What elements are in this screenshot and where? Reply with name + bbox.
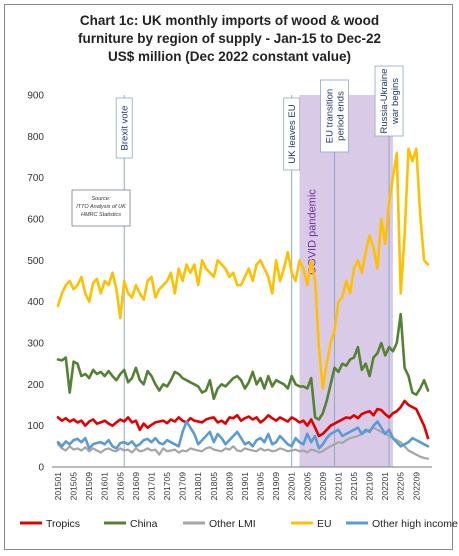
- x-tick-label-20: 202109: [365, 472, 375, 501]
- x-tick-label-19: 202105: [349, 472, 359, 501]
- x-tick-label-9: 201801: [193, 472, 203, 501]
- x-tick-label-15: 202001: [287, 472, 297, 501]
- x-tick-label-10: 201805: [209, 472, 219, 501]
- source-note-line-1: ITTO Analysis of UK: [76, 204, 126, 210]
- covid-pandemic-label: COVID pandemic: [306, 189, 318, 275]
- x-tick-label-5: 201609: [131, 472, 141, 501]
- x-tick-label-7: 201705: [162, 472, 172, 501]
- y-tick-label-4: 400: [27, 297, 44, 308]
- source-note-line-2: HMRC Statistics: [81, 212, 121, 218]
- y-tick-label-5: 500: [27, 256, 44, 267]
- series-line-1: [56, 312, 430, 421]
- legend-label-4: Other high income: [372, 518, 458, 530]
- x-tick-label-1: 201505: [69, 472, 79, 501]
- legend-label-3: EU: [317, 518, 332, 530]
- annotation-label-2-1: period ends: [336, 91, 347, 141]
- y-tick-label-8: 800: [27, 132, 44, 143]
- x-tick-label-23: 202209: [411, 472, 421, 501]
- x-tick-label-17: 202009: [318, 472, 328, 501]
- x-tick-label-3: 201601: [100, 472, 110, 501]
- chart-title-line-3: US$ million (Dec 2022 constant value): [107, 49, 352, 64]
- source-note-box: [71, 189, 131, 227]
- x-tick-label-8: 201709: [178, 472, 188, 501]
- y-tick-label-2: 200: [27, 380, 44, 391]
- x-tick-label-13: 201905: [256, 472, 266, 501]
- annotation-box-1: [283, 97, 301, 171]
- x-tick-label-6: 201701: [146, 472, 156, 501]
- series-line-3: [56, 147, 430, 390]
- chart-title-line-1: Chart 1c: UK monthly imports of wood & w…: [79, 13, 380, 28]
- x-tick-label-18: 202101: [333, 472, 343, 501]
- x-tick-label-21: 202201: [380, 472, 390, 501]
- annotation-label-2-0: EU transition: [325, 89, 336, 143]
- chart-title-line-2: furniture by region of supply - Jan-15 t…: [77, 31, 382, 46]
- annotation-label-1-0: UK leaves EU: [287, 104, 298, 163]
- legend-label-0: Tropics: [46, 518, 80, 530]
- x-tick-label-16: 202005: [302, 472, 312, 501]
- y-tick-label-0: 0: [38, 463, 44, 474]
- y-tick-label-6: 600: [27, 215, 44, 226]
- annotation-label-0-0: Brexit vote: [120, 106, 131, 151]
- x-tick-label-4: 201605: [115, 472, 125, 501]
- y-tick-label-1: 100: [27, 421, 44, 432]
- annotation-label-3-0: Russia-Ukraine: [379, 69, 390, 134]
- y-tick-label-9: 900: [27, 91, 44, 102]
- chart-title: Chart 1c: UK monthly imports of wood & w…: [0, 12, 459, 66]
- source-note-line-0: Source:: [92, 196, 111, 202]
- annotation-box-0: [115, 97, 133, 159]
- series-line-4: [56, 420, 430, 450]
- legend-label-1: China: [130, 518, 158, 530]
- annotation-label-3-1: war begins: [390, 78, 401, 125]
- x-tick-label-11: 201809: [224, 472, 234, 501]
- annotation-box-2: [320, 79, 349, 153]
- x-tick-label-22: 202205: [396, 472, 406, 501]
- legend-label-2: Other LMI: [209, 518, 256, 530]
- series-line-0: [56, 399, 430, 440]
- annotation-box-3: [374, 65, 404, 137]
- x-tick-label-2: 201509: [84, 472, 94, 501]
- y-tick-label-3: 300: [27, 339, 44, 350]
- x-tick-label-12: 201901: [240, 472, 250, 501]
- x-tick-label-14: 201909: [271, 472, 281, 501]
- x-tick-label-0: 201501: [53, 472, 63, 501]
- y-tick-label-7: 700: [27, 173, 44, 184]
